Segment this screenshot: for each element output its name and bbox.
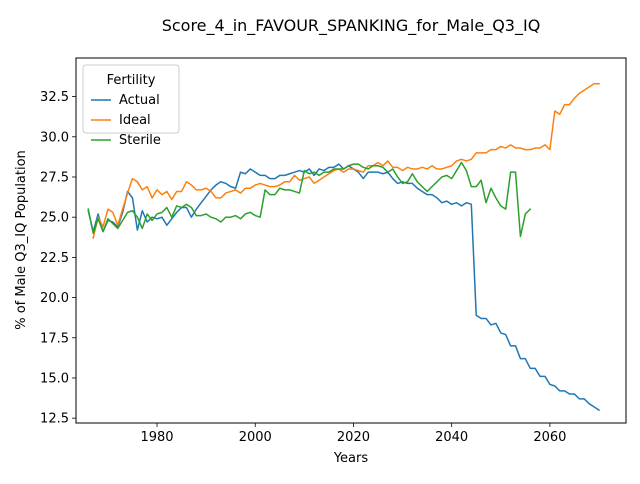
y-tick-label: 22.5 [40, 251, 69, 266]
y-tick-label: 32.5 [40, 90, 69, 105]
y-tick-label: 17.5 [40, 331, 69, 346]
x-tick-label: 1980 [140, 430, 173, 445]
y-tick-label: 12.5 [40, 412, 69, 427]
y-tick-label: 30.0 [40, 130, 69, 145]
legend-title: Fertility [107, 73, 156, 88]
x-axis: 1980 2000 2020 2040 2060 [140, 423, 566, 445]
x-axis-label: Years [333, 451, 369, 466]
x-tick-label: 2020 [337, 430, 370, 445]
y-tick-label: 25.0 [40, 211, 69, 226]
series-layer [87, 82, 601, 412]
legend-box [82, 64, 180, 134]
x-tick-label: 2060 [533, 430, 566, 445]
x-tick-label: 2040 [435, 430, 468, 445]
legend-entries: Actual Ideal Sterile [91, 93, 161, 148]
y-tick-label: 15.0 [40, 371, 69, 386]
y-tick-label: 20.0 [40, 291, 69, 306]
legend-label-sterile: Sterile [119, 133, 161, 148]
y-tick-label: 27.5 [40, 170, 69, 185]
plot-frame [75, 57, 627, 424]
legend-label-actual: Actual [119, 93, 160, 108]
chart-title: Score_4_in_FAVOUR_SPANKING_for_Male_Q3_I… [162, 16, 541, 36]
y-axis: 12.5 15.0 17.5 20.0 22.5 25.0 27.5 30.0 32.5 [40, 90, 76, 427]
legend: Fertility Actual Ideal Sterile [82, 64, 180, 148]
series-line-ideal [92, 82, 600, 239]
series-line-sterile [87, 161, 532, 238]
x-tick-label: 2000 [239, 430, 272, 445]
y-axis-label: % of Male Q3_IQ Population [14, 150, 29, 330]
legend-label-ideal: Ideal [119, 113, 151, 128]
